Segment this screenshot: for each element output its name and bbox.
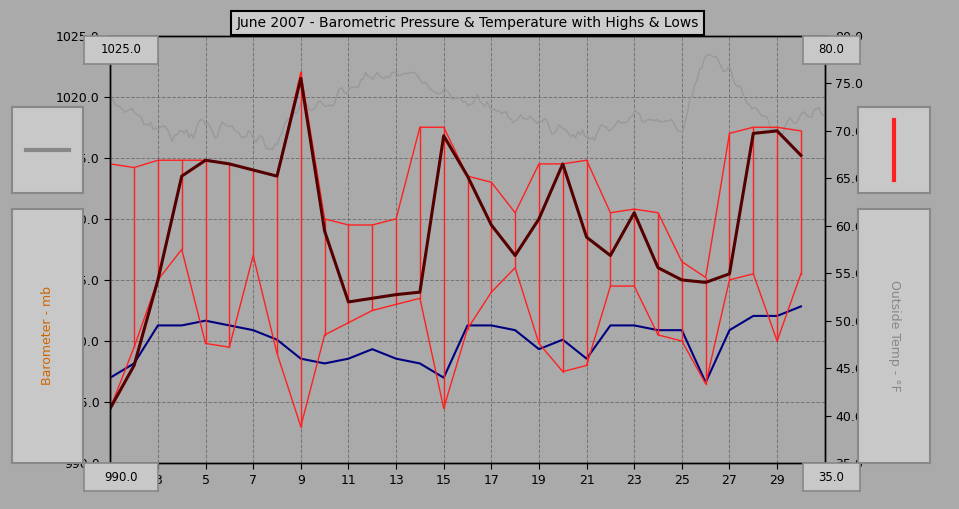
Text: Barometer - mb: Barometer - mb: [41, 287, 54, 385]
Text: 35.0: 35.0: [819, 471, 844, 484]
Text: 990.0: 990.0: [105, 471, 138, 484]
Text: 1025.0: 1025.0: [101, 43, 142, 56]
Title: June 2007 - Barometric Pressure & Temperature with Highs & Lows: June 2007 - Barometric Pressure & Temper…: [236, 16, 699, 31]
Text: 80.0: 80.0: [819, 43, 844, 56]
Text: Outside Temp - °F: Outside Temp - °F: [888, 280, 901, 392]
